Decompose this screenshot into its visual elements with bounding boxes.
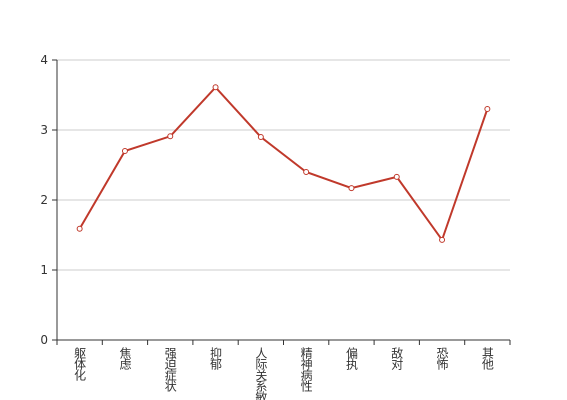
point — [393, 173, 400, 180]
x-tick-label: 其他 — [480, 347, 494, 370]
x-tick-label: 抑郁 — [209, 346, 223, 371]
x-tick-label: 恐怖 — [435, 347, 449, 370]
y-tick-label: 3 — [40, 123, 48, 137]
y-tick-label: 1 — [40, 263, 48, 277]
point — [257, 134, 264, 140]
point — [484, 106, 491, 112]
x-tick-label: 敌对 — [390, 346, 404, 370]
x-tick-label: 躯体化 — [73, 346, 87, 382]
y-tick-label: 4 — [40, 53, 48, 67]
y-tick-label: 0 — [40, 333, 48, 347]
point — [348, 185, 355, 192]
point — [167, 133, 174, 140]
line — [78, 85, 489, 243]
point — [212, 84, 219, 91]
point — [303, 169, 310, 175]
x-tick-label: 焦虑 — [118, 347, 132, 370]
x-tick-label: 精神病性 — [299, 347, 313, 393]
x-tick-label: 人际关系敏感 — [254, 347, 268, 400]
point — [121, 148, 128, 154]
point — [439, 236, 446, 243]
x-tick-label: 强迫症状 — [163, 347, 177, 392]
point — [76, 225, 83, 232]
x-tick-label: 偏执 — [344, 346, 358, 371]
y-tick-label: 2 — [40, 193, 48, 207]
